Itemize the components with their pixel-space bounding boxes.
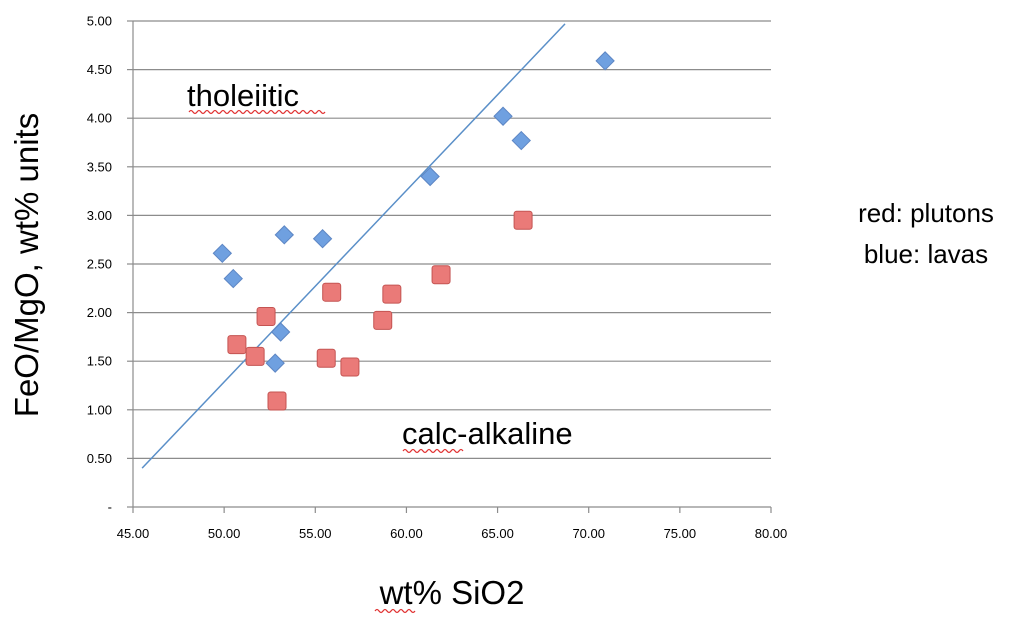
pluton-point	[316, 348, 336, 368]
y-tick-label: 2.50	[87, 257, 112, 272]
legend-lavas: blue: lavas	[864, 239, 988, 269]
lava-point	[420, 166, 440, 187]
lava-point	[493, 106, 513, 126]
x-tick-label: 65.00	[481, 526, 514, 541]
pluton-point	[373, 310, 393, 330]
y-tick-label: 5.00	[87, 14, 112, 29]
x-tick-label: 80.00	[755, 526, 788, 541]
annotation-tholeiitic: tholeiitic	[187, 78, 299, 113]
x-axis-title: wt% SiO2	[379, 574, 525, 611]
y-tick-label: 2.00	[87, 305, 112, 320]
y-tick-label: 4.50	[87, 62, 112, 77]
data-points	[212, 51, 615, 411]
x-tick-labels: 45.00 50.00 55.00 60.00 65.00 70.00 75.00 80.00	[117, 526, 788, 541]
legend-plutons: red: plutons	[858, 198, 994, 228]
pluton-point	[245, 346, 265, 366]
gridlines	[133, 20, 771, 459]
y-tick-label: 1.50	[87, 354, 112, 369]
y-tick-label: 4.00	[87, 111, 112, 126]
lava-point	[595, 51, 615, 71]
y-tick-label: -	[108, 500, 112, 515]
lava-point	[270, 322, 291, 342]
pluton-point	[267, 391, 287, 411]
axes	[127, 20, 772, 513]
y-tick-label: 1.00	[87, 402, 112, 417]
x-tick-label: 45.00	[117, 526, 150, 541]
x-tick-label: 55.00	[299, 526, 332, 541]
divider-line-group	[141, 23, 566, 469]
y-axis-title: FeO/MgO, wt% units	[8, 113, 45, 417]
pluton-point	[431, 265, 451, 285]
pluton-point	[382, 284, 402, 304]
x-tick-label: 70.00	[572, 526, 605, 541]
divider-line	[141, 23, 566, 469]
spellcheck-underline	[188, 109, 326, 115]
spellcheck-underline	[374, 608, 416, 614]
lava-point	[265, 353, 285, 373]
spellcheck-underline	[402, 448, 464, 454]
y-tick-label: 3.00	[87, 208, 112, 223]
pluton-point	[340, 357, 360, 377]
y-tick-label: 3.50	[87, 159, 112, 174]
x-tick-label: 50.00	[208, 526, 241, 541]
lava-point	[223, 268, 243, 289]
y-tick-labels: - 0.50 1.00 1.50 2.00 2.50 3.00 3.50 4.00 4.50 5.0…	[87, 14, 112, 515]
pluton-point	[227, 335, 247, 355]
lava-point	[312, 229, 333, 249]
lava-point	[511, 130, 531, 151]
annotation-calc-alkaline: calc-alkaline	[402, 416, 573, 451]
pluton-point	[322, 282, 342, 302]
lava-point	[212, 243, 233, 264]
pluton-point	[513, 210, 533, 230]
x-tick-label: 60.00	[390, 526, 423, 541]
x-tick-label: 75.00	[664, 526, 697, 541]
pluton-point	[256, 306, 276, 326]
y-tick-label: 0.50	[87, 451, 112, 466]
lava-point	[274, 225, 295, 245]
